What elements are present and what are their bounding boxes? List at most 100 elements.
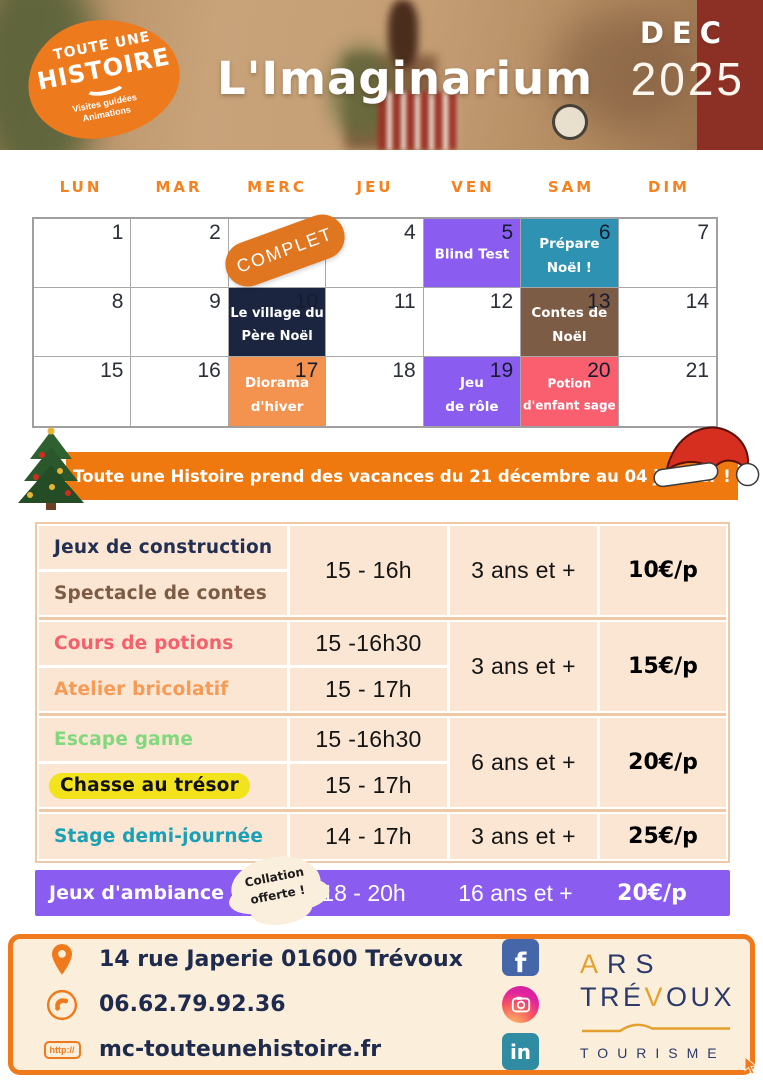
address-row: 14 rue Japerie 01600 Trévoux	[43, 942, 483, 978]
tourism-logo-line2: TRÉVOUX	[580, 982, 735, 1013]
calendar-cell-13-contes-de-noel: 13 Contes de Noël	[521, 288, 619, 357]
header-photo: TOUTE UNE HISTOIRE Visites guidées Anima…	[0, 0, 763, 150]
social-icons: f in	[483, 939, 558, 1070]
price-cell: 25€/p	[600, 814, 726, 859]
table-separator	[39, 617, 726, 620]
calendar-grid: 1 2 4 5 Blind Test 6 Prépare Noël ! 7 8 …	[32, 217, 718, 428]
header-photo-decoration	[388, 0, 418, 68]
event-label: Le village du Père Noël	[230, 305, 324, 345]
collation-badge-text: Collation offerte !	[243, 864, 307, 908]
instagram-icon[interactable]	[502, 986, 539, 1023]
day-header-lun: LUN	[59, 178, 103, 196]
calendar-cell-1: 1	[34, 219, 132, 288]
activity-escape-game: Escape game	[39, 718, 287, 761]
day-number: 15	[100, 359, 124, 382]
price-cell: 10€/p	[600, 526, 726, 615]
tourism-letters-rs: RS	[607, 948, 663, 979]
day-header-merc: MERC	[247, 178, 307, 196]
day-number: 18	[392, 359, 416, 382]
tourism-letters-tre: TRÉ	[580, 981, 645, 1012]
vacation-banner: Toute une Histoire prend des vacances du…	[66, 452, 738, 500]
day-number: 9	[209, 290, 221, 313]
day-number: 11	[393, 290, 416, 313]
activity-jeux-ambiance: Jeux d'ambiance	[49, 882, 224, 904]
day-number: 16	[197, 359, 221, 382]
linkedin-icon[interactable]: in	[502, 1033, 539, 1070]
pricing-table: Jeux de construction Spectacle de contes…	[35, 522, 730, 863]
table-separator	[39, 713, 726, 716]
contact-block: 14 rue Japerie 01600 Trévoux 06.62.79.92…	[13, 942, 758, 1075]
day-header-jeu: JEU	[356, 178, 394, 196]
age-cell: 6 ans et +	[450, 718, 597, 807]
facebook-glyph: f	[514, 947, 527, 979]
tourism-logo-curve	[580, 1020, 732, 1039]
logo-subtitle: Visites guidées Animations	[72, 92, 140, 127]
header-photo-decoration	[378, 92, 458, 150]
pricing-row-stage: Stage demi-journée 14 - 17h 3 ans et + 2…	[39, 814, 726, 859]
activity-atelier-bricolatif: Atelier bricolatif	[39, 668, 287, 711]
header-photo-decoration	[697, 0, 763, 150]
highlighted-label: Chasse au trésor	[49, 772, 250, 799]
event-label: Jeu de rôle	[445, 374, 499, 415]
vacation-banner-text: Toute une Histoire prend des vacances du…	[73, 466, 731, 486]
age-cell: 16 ans et +	[458, 879, 573, 906]
website-link[interactable]: mc-touteunehistoire.fr	[99, 1037, 382, 1062]
event-label: Diorama d'hiver	[245, 374, 310, 415]
calendar-cell-6-prepare-noel: 6 Prépare Noël !	[521, 219, 619, 288]
price-cell: 20€/p	[600, 718, 726, 807]
day-header-sam: SAM	[547, 178, 595, 196]
day-number: 12	[489, 290, 514, 313]
calendar-cell-11: 11	[326, 288, 424, 357]
event-label: Potion d'enfant sage	[523, 375, 616, 413]
time-cell: 15 - 16h	[290, 526, 447, 615]
day-number: 5	[501, 221, 514, 244]
activity-spectacle-de-contes: Spectacle de contes	[39, 572, 287, 615]
activity-chasse-au-tresor: Chasse au trésor	[39, 764, 287, 807]
tourism-logo-tagline: TOURISME	[580, 1044, 726, 1061]
year-label: 2025	[630, 53, 745, 105]
price-cell: 15€/p	[600, 622, 726, 711]
pricing-row-escape-chasse: Escape game Chasse au trésor 15 -16h30 1…	[39, 718, 726, 807]
pricing-row-potions-bricolatif: Cours de potions Atelier bricolatif 15 -…	[39, 622, 726, 711]
calendar-cell-2: 2	[131, 219, 229, 288]
day-header-dim: DIM	[648, 178, 690, 196]
day-number: 13	[587, 290, 611, 313]
event-label: Contes de Noël	[531, 305, 608, 346]
day-number: 14	[685, 290, 709, 313]
day-number: 19	[489, 359, 514, 382]
tourism-office-logo: ARS TRÉVOUX TOURISME	[558, 949, 750, 1061]
time-cell: 18 - 20h	[321, 879, 406, 906]
phone-row: 06.62.79.92.36	[43, 987, 483, 1023]
location-pin-icon	[43, 942, 81, 978]
wall-clock-decoration	[552, 104, 588, 140]
tourism-letters-oux: OUX	[666, 981, 736, 1012]
evening-row-jeux-ambiance: Jeux d'ambiance 18 - 20h 16 ans et + 20€…	[35, 850, 730, 922]
calendar-cell-5-blind-test: 5 Blind Test	[423, 219, 522, 288]
calendar-cell-19-jeu-de-role: 19 Jeu de rôle	[423, 357, 522, 426]
calendar-day-headers: LUN MAR MERC JEU VEN SAM DIM	[32, 178, 718, 196]
activity-stage-demi-journee: Stage demi-journée	[39, 814, 287, 859]
activity-jeux-de-construction: Jeux de construction	[39, 526, 287, 569]
calendar-cell-9: 9	[131, 288, 229, 357]
calendar-cell-17-diorama: 17 Diorama d'hiver	[228, 357, 327, 426]
day-number: 10	[294, 290, 319, 313]
time-cell: 15 - 17h	[290, 668, 447, 711]
age-cell: 3 ans et +	[450, 526, 597, 615]
tourism-letter-a: A	[580, 948, 608, 979]
phone-text: 06.62.79.92.36	[99, 992, 286, 1017]
event-label: Prépare Noël !	[539, 236, 600, 277]
age-cell: 3 ans et +	[450, 814, 597, 859]
phone-icon	[43, 987, 81, 1023]
calendar-cell-14: 14	[618, 288, 716, 357]
age-cell: 3 ans et +	[450, 622, 597, 711]
linkedin-glyph: in	[509, 1039, 532, 1064]
event-label: Blind Test	[434, 246, 510, 263]
page-title: L'Imaginarium	[216, 52, 594, 105]
day-number: 1	[111, 221, 124, 244]
month-label: DEC	[639, 16, 729, 50]
facebook-icon[interactable]: f	[502, 939, 539, 979]
day-number: 20	[587, 359, 611, 382]
day-header-ven: VEN	[451, 178, 495, 196]
time-cell: 15 - 17h	[290, 764, 447, 807]
